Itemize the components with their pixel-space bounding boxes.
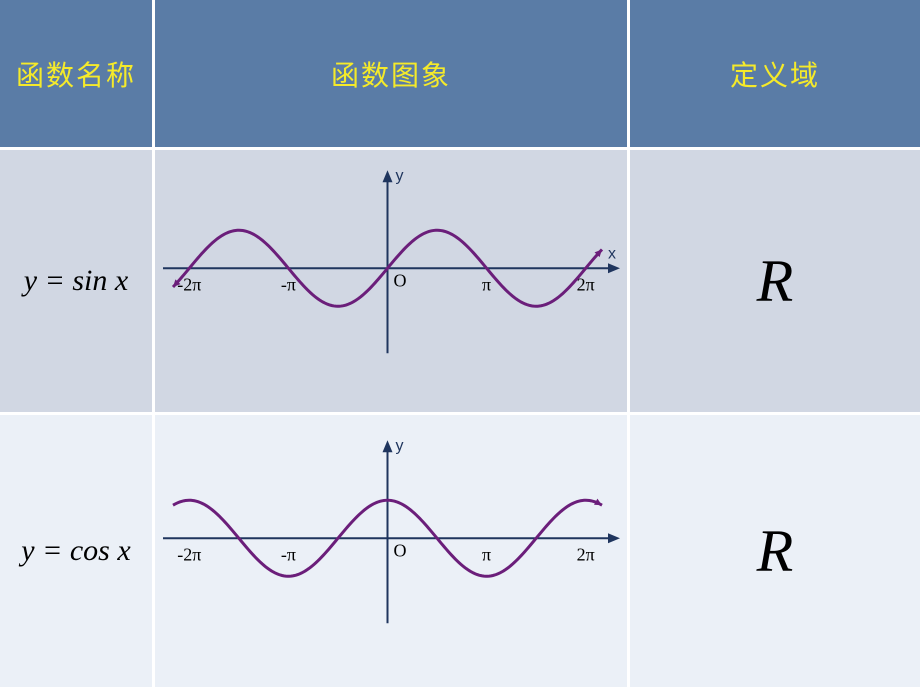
svg-text:π: π <box>482 544 491 564</box>
header-name: 函数名称 <box>0 0 155 150</box>
svg-text:2π: 2π <box>577 544 595 564</box>
svg-text:y: y <box>396 167 404 184</box>
row-sin-name-cell: y = sin x <box>0 150 155 415</box>
cos-function-name: y = cos x <box>21 534 130 568</box>
header-graph-label: 函数图象 <box>331 54 451 94</box>
row-sin-domain-cell: R <box>630 150 920 415</box>
cos-domain: R <box>757 517 794 586</box>
row-cos-name-cell: y = cos x <box>0 415 155 690</box>
svg-text:y: y <box>396 437 404 454</box>
svg-text:x: x <box>608 245 616 262</box>
svg-text:O: O <box>394 270 407 290</box>
row-cos-domain-cell: R <box>630 415 920 690</box>
sin-chart: yxO-2π-ππ2π <box>155 150 627 414</box>
svg-text:π: π <box>482 274 491 294</box>
svg-text:-2π: -2π <box>177 544 201 564</box>
row-sin-graph-cell: yxO-2π-ππ2π <box>155 150 630 415</box>
svg-text:-π: -π <box>281 274 296 294</box>
header-domain: 定义域 <box>630 0 920 150</box>
header-name-label: 函数名称 <box>16 54 136 94</box>
header-graph: 函数图象 <box>155 0 630 150</box>
header-domain-label: 定义域 <box>730 54 820 94</box>
sin-domain: R <box>757 247 794 316</box>
row-cos-graph-cell: y O -2π -π π 2π <box>155 415 630 690</box>
svg-text:-π: -π <box>281 544 296 564</box>
trig-functions-table: 函数名称 函数图象 定义域 y = sin x y x O -2π -π π 2π R y … <box>0 0 920 690</box>
sin-function-name: y = sin x <box>24 264 128 298</box>
svg-text:O: O <box>394 540 407 560</box>
cos-chart: y O -2π -π π 2π <box>155 419 627 684</box>
